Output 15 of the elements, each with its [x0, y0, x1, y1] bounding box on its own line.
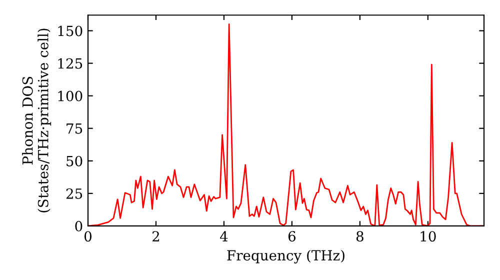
x-tick-label: 4: [220, 231, 228, 242]
y-tick-label: 150: [58, 26, 82, 36]
y-tick-label: 0: [75, 220, 82, 232]
y-tick-label: 75: [66, 124, 82, 134]
x-tick-label: 8: [356, 231, 364, 242]
y-axis-title: Phonon DOS (States/THz·primitive cell): [22, 28, 52, 212]
y-tick-label: 50: [66, 156, 82, 166]
x-tick-label: 6: [288, 231, 296, 242]
y-tick-label: 125: [58, 58, 82, 69]
y-tick-label: 25: [66, 188, 82, 199]
x-tick-label: 0: [84, 231, 92, 242]
x-tick-label: 2: [152, 231, 160, 242]
y-tick-label: 100: [58, 90, 82, 102]
x-axis-title: Frequency (THz): [227, 250, 344, 264]
x-tick-label: 10: [420, 231, 436, 242]
